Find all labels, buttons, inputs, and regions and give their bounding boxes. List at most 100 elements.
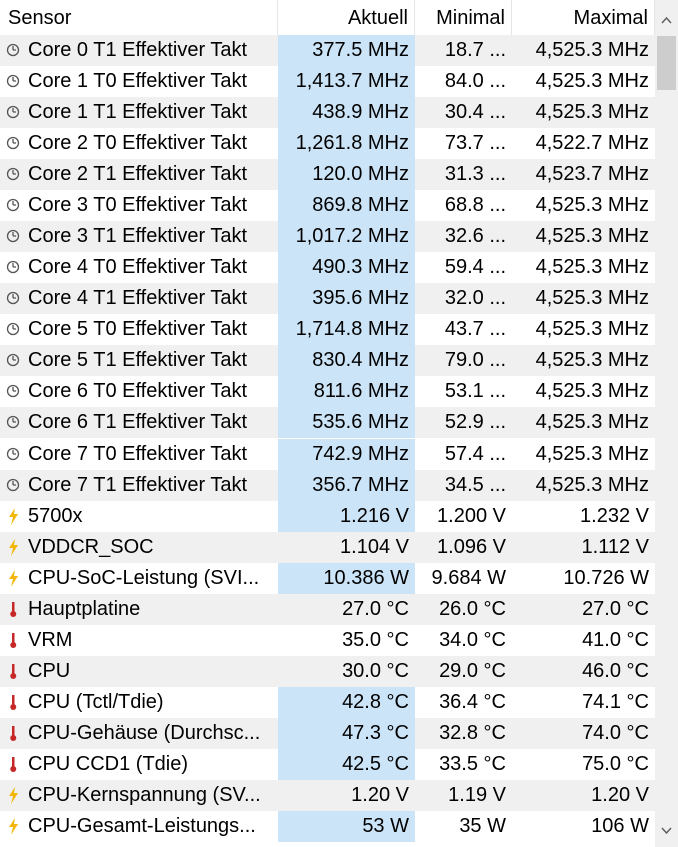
clock-icon bbox=[6, 384, 20, 398]
sensor-value: 4,525.3 MHz bbox=[535, 443, 649, 465]
sensor-value: 53 W bbox=[278, 811, 415, 842]
sensor-value: 74.1 °C bbox=[582, 691, 649, 713]
scroll-thumb[interactable] bbox=[657, 36, 676, 90]
sensor-name: CPU CCD1 (Tdie) bbox=[28, 753, 189, 775]
sensor-name: Core 6 T0 Effektiver Takt bbox=[28, 380, 247, 402]
sensor-value: 42.8 °C bbox=[278, 687, 415, 718]
sensor-value: 742.9 MHz bbox=[278, 439, 415, 470]
sensor-value: 4,525.3 MHz bbox=[535, 318, 649, 340]
sensor-value: 1,261.8 MHz bbox=[278, 128, 415, 159]
sensor-value: 10.726 W bbox=[563, 567, 649, 589]
sensor-value: 1.19 V bbox=[448, 784, 506, 806]
volt-icon bbox=[9, 787, 18, 804]
sensor-value: 4,525.3 MHz bbox=[535, 194, 649, 216]
sensor-value: 32.8 °C bbox=[439, 722, 506, 744]
sensor-value: 29.0 °C bbox=[439, 660, 506, 682]
sensor-value: 1.200 V bbox=[437, 505, 506, 527]
clock-icon bbox=[6, 198, 20, 212]
sensor-value: 4,525.3 MHz bbox=[535, 474, 649, 496]
sensor-value: 1,017.2 MHz bbox=[278, 221, 415, 252]
sensor-value: 73.7 ... bbox=[444, 132, 506, 154]
scroll-down-arrow[interactable] bbox=[658, 822, 675, 839]
sensor-value: 490.3 MHz bbox=[278, 252, 415, 283]
clock-icon bbox=[6, 478, 20, 492]
sensor-value: 438.9 MHz bbox=[278, 97, 415, 128]
temp-icon bbox=[10, 726, 17, 741]
sensor-value: 1.096 V bbox=[437, 536, 506, 558]
sensor-value: 535.6 MHz bbox=[278, 407, 415, 438]
scrollbar[interactable] bbox=[655, 0, 678, 847]
sensor-value: 57.4 ... bbox=[444, 443, 506, 465]
volt-icon bbox=[9, 570, 18, 587]
sensor-name: CPU-Gesamt-Leistungs... bbox=[28, 815, 256, 837]
sensor-value: 1.20 V bbox=[351, 784, 409, 806]
sensor-value: 46.0 °C bbox=[582, 660, 649, 682]
sensor-value: 42.5 °C bbox=[278, 749, 415, 780]
sensor-value: 1.232 V bbox=[580, 505, 649, 527]
temp-icon bbox=[10, 757, 17, 772]
sensor-value: 79.0 ... bbox=[444, 349, 506, 371]
sensor-value: 830.4 MHz bbox=[278, 345, 415, 376]
sensor-value: 52.9 ... bbox=[444, 411, 506, 433]
temp-icon bbox=[10, 695, 17, 710]
sensor-name: CPU bbox=[28, 660, 71, 682]
sensor-value: 75.0 °C bbox=[582, 753, 649, 775]
sensor-value: 27.0 °C bbox=[582, 598, 649, 620]
sensor-value: 4,525.3 MHz bbox=[535, 101, 649, 123]
sensor-value: 120.0 MHz bbox=[278, 159, 415, 190]
sensor-name: 5700x bbox=[28, 505, 83, 527]
sensor-name: Core 4 T0 Effektiver Takt bbox=[28, 256, 247, 278]
sensor-value: 31.3 ... bbox=[444, 163, 506, 185]
sensor-value: 869.8 MHz bbox=[278, 190, 415, 221]
sensor-name: VDDCR_SOC bbox=[28, 536, 154, 558]
clock-icon bbox=[6, 260, 20, 274]
clock-icon bbox=[6, 74, 20, 88]
clock-icon bbox=[6, 136, 20, 150]
row-background[interactable] bbox=[0, 625, 655, 656]
sensor-value: 4,525.3 MHz bbox=[535, 380, 649, 402]
sensor-value: 53.1 ... bbox=[444, 380, 506, 402]
volt-icon bbox=[9, 818, 18, 835]
sensor-value: 34.5 ... bbox=[444, 474, 506, 496]
scroll-up-arrow[interactable] bbox=[658, 12, 675, 29]
sensor-name: Core 7 T0 Effektiver Takt bbox=[28, 443, 247, 465]
sensor-name: Core 2 T1 Effektiver Takt bbox=[28, 163, 247, 185]
sensor-value: 41.0 °C bbox=[582, 629, 649, 651]
sensor-value: 4,522.7 MHz bbox=[535, 132, 649, 154]
row-background[interactable] bbox=[0, 656, 655, 687]
sensor-value: 4,525.3 MHz bbox=[535, 70, 649, 92]
clock-icon bbox=[6, 105, 20, 119]
row-background[interactable] bbox=[0, 594, 655, 625]
sensor-name: Core 1 T1 Effektiver Takt bbox=[28, 101, 247, 123]
sensor-value: 356.7 MHz bbox=[278, 470, 415, 501]
column-header[interactable]: Maximal bbox=[512, 0, 655, 36]
sensor-value: 4,525.3 MHz bbox=[535, 256, 649, 278]
sensor-value: 1.216 V bbox=[278, 501, 415, 532]
sensor-value: 27.0 °C bbox=[342, 598, 409, 620]
sensor-value: 26.0 °C bbox=[439, 598, 506, 620]
clock-icon bbox=[6, 167, 20, 181]
sensor-name: Core 1 T0 Effektiver Takt bbox=[28, 70, 247, 92]
sensor-value: 30.4 ... bbox=[444, 101, 506, 123]
sensor-name: CPU-SoC-Leistung (SVI... bbox=[28, 567, 260, 589]
temp-icon bbox=[10, 664, 17, 679]
column-header[interactable]: Minimal bbox=[415, 0, 512, 36]
sensor-name: CPU (Tctl/Tdie) bbox=[28, 691, 164, 713]
sensor-name: Core 7 T1 Effektiver Takt bbox=[28, 474, 247, 496]
sensor-value: 1.104 V bbox=[340, 536, 409, 558]
sensor-value: 4,523.7 MHz bbox=[535, 163, 649, 185]
column-header[interactable]: Aktuell bbox=[278, 0, 415, 36]
sensor-value: 1,413.7 MHz bbox=[278, 66, 415, 97]
column-header[interactable]: Sensor bbox=[0, 0, 278, 36]
row-background[interactable] bbox=[0, 532, 655, 563]
sensor-name: Core 2 T0 Effektiver Takt bbox=[28, 132, 247, 154]
sensor-value: 4,525.3 MHz bbox=[535, 411, 649, 433]
sensor-value: 4,525.3 MHz bbox=[535, 287, 649, 309]
sensor-value: 35 W bbox=[459, 815, 506, 837]
sensor-name: Core 5 T1 Effektiver Takt bbox=[28, 349, 247, 371]
clock-icon bbox=[6, 353, 20, 367]
row-background[interactable] bbox=[0, 780, 655, 811]
sensor-name: Hauptplatine bbox=[28, 598, 141, 620]
sensor-value: 36.4 °C bbox=[439, 691, 506, 713]
